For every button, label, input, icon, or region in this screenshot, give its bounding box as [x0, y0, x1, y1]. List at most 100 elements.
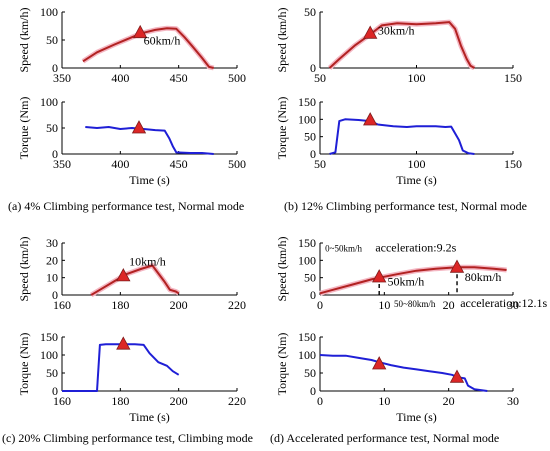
x-tick-label: 30: [507, 298, 519, 312]
x-tick-label: 100: [408, 157, 426, 171]
y-tick-label: 50: [46, 121, 58, 135]
speed-series-line: [328, 21, 475, 69]
x-tick-label: 450: [170, 71, 188, 85]
marker-triangle: [116, 336, 131, 350]
y-tick-label: 0: [52, 61, 58, 75]
marker-triangle: [372, 356, 387, 370]
x-tick-label: 220: [228, 394, 246, 408]
y-tick-label: 50: [46, 33, 58, 47]
y-axis-label: Speed (km/h): [17, 8, 31, 73]
caption-d: (d) Accelerated performance test, Normal…: [270, 431, 499, 445]
annotation-label: 60km/h: [144, 33, 181, 47]
y-tick-label: 0: [310, 384, 316, 398]
x-tick-label: 160: [53, 394, 71, 408]
annotation-label: 10km/h: [129, 255, 166, 269]
y-tick-label: 150: [298, 330, 316, 344]
marker-triangle: [116, 268, 131, 282]
plot-c-torque: 160 180 200 220 0 50 100 150 Torque (Nm) Time (s): [17, 330, 246, 424]
x-tick-label: 150: [504, 71, 522, 85]
x-tick-label: 10: [378, 298, 390, 312]
x-axis-label: Time (s): [396, 173, 437, 187]
x-tick-label: 0: [317, 394, 323, 408]
annotation-label: acceleration:9.2s: [375, 240, 456, 254]
y-tick-label: 20: [46, 253, 58, 267]
marker-triangle: [372, 269, 387, 283]
marker-triangle: [131, 120, 147, 134]
marker-triangle: [363, 25, 378, 39]
y-tick-label: 50: [46, 366, 58, 380]
y-tick-label: 0: [52, 147, 58, 161]
plot-a-speed: 350 400 450 500 0 50 100 Speed (km/h) 60km/h: [17, 5, 246, 85]
y-tick-label: 100: [40, 95, 58, 109]
x-tick-label: 350: [53, 71, 71, 85]
y-tick-label: 100: [40, 348, 58, 362]
y-tick-label: 100: [40, 5, 58, 19]
y-axis-label: Torque (Nm): [275, 97, 289, 160]
y-tick-label: 100: [298, 253, 316, 267]
y-tick-label: 150: [298, 95, 316, 109]
x-tick-label: 180: [111, 298, 129, 312]
y-axis-label: Torque (Nm): [275, 333, 289, 396]
x-tick-label: 30: [507, 394, 519, 408]
plot-a-torque: 350 400 450 500 0 50 100 Torque (Nm) Time (s): [17, 95, 246, 187]
plot-c-speed: 160 180 200 220 0 10 20 30 Speed (km/h) 10km/h: [17, 236, 246, 312]
y-tick-label: 50: [304, 130, 316, 144]
x-axis-label: Time (s): [396, 410, 437, 424]
x-tick-label: 50: [314, 71, 326, 85]
torque-series-line: [329, 118, 475, 155]
annotation-label: 0~50km/h: [325, 243, 362, 253]
x-tick-label: 150: [504, 157, 522, 171]
x-tick-label: 500: [228, 71, 246, 85]
y-tick-label: 0: [52, 288, 58, 302]
annotation-label: 50~80km/h: [394, 299, 436, 309]
x-tick-label: 450: [170, 157, 188, 171]
caption-a: (a) 4% Climbing performance test, Normal…: [8, 199, 244, 213]
annotation-label: 50km/h: [388, 274, 425, 288]
y-tick-label: 50: [304, 366, 316, 380]
y-tick-label: 150: [40, 330, 58, 344]
y-tick-label: 100: [298, 112, 316, 126]
marker-triangle: [363, 112, 378, 126]
annotation-label: acceleration:12.1s: [460, 296, 547, 310]
x-tick-label: 100: [408, 71, 426, 85]
y-tick-label: 150: [298, 236, 316, 250]
y-tick-label: 0: [52, 384, 58, 398]
x-tick-label: 400: [111, 157, 129, 171]
x-tick-label: 50: [314, 157, 326, 171]
torque-series-line: [85, 126, 214, 155]
y-tick-label: 0: [310, 288, 316, 302]
caption-b: (b) 12% Climbing performance test, Norma…: [284, 199, 527, 213]
y-tick-label: 0: [310, 147, 316, 161]
x-tick-label: 10: [378, 394, 390, 408]
speed-series-line: [82, 27, 214, 69]
y-tick-label: 50: [304, 271, 316, 285]
y-tick-label: 50: [304, 5, 316, 19]
y-axis-label: Torque (Nm): [17, 333, 31, 396]
y-tick-label: 100: [298, 348, 316, 362]
x-tick-label: 20: [443, 298, 455, 312]
marker-triangle: [449, 369, 465, 383]
marker-triangle: [133, 24, 148, 39]
x-tick-label: 200: [170, 298, 188, 312]
x-axis-label: Time (s): [129, 410, 170, 424]
torque-series-line: [62, 343, 180, 392]
y-tick-label: 30: [46, 236, 58, 250]
y-axis-label: Speed (km/h): [275, 8, 289, 73]
x-tick-label: 500: [228, 157, 246, 171]
torque-series-line: [319, 354, 488, 392]
x-tick-label: 200: [170, 394, 188, 408]
x-tick-label: 160: [53, 298, 71, 312]
caption-c: (c) 20% Climbing performance test, Climb…: [2, 431, 253, 445]
x-tick-label: 220: [228, 298, 246, 312]
series-band: [89, 263, 181, 298]
x-tick-label: 20: [443, 394, 455, 408]
marker-triangle: [449, 259, 465, 273]
speed-series-line: [319, 266, 507, 295]
y-axis-label: Torque (Nm): [17, 97, 31, 160]
y-axis-label: Speed (km/h): [275, 237, 289, 302]
